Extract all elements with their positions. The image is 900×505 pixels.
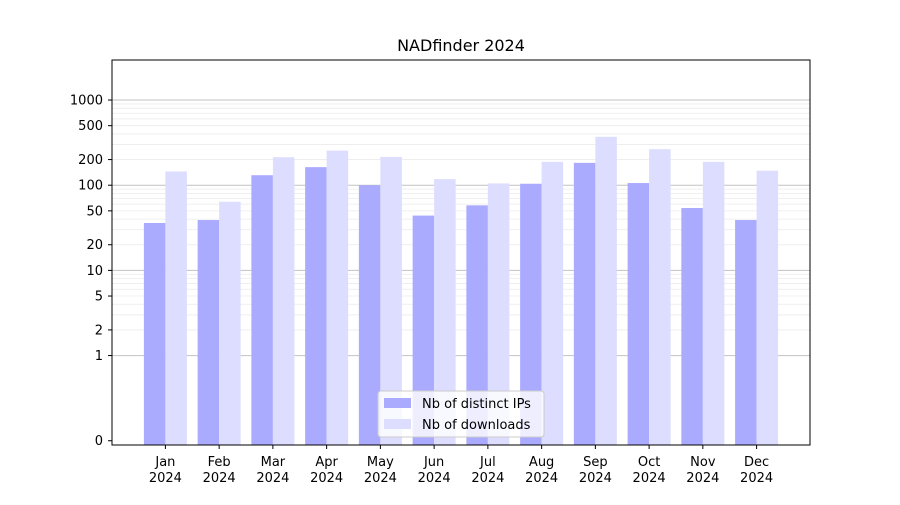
y-tick-label: 500 — [78, 119, 103, 134]
x-tick-label-month: Apr — [315, 455, 338, 470]
x-tick-label-month: Jan — [154, 455, 175, 470]
bar-distinct-ips-dec — [735, 220, 757, 445]
plot-frame — [111, 59, 811, 446]
x-tick-label-month: Aug — [529, 455, 554, 470]
legend-swatch — [384, 398, 411, 408]
x-tick-label-year: 2024 — [686, 471, 719, 486]
legend-label: Nb of distinct IPs — [422, 397, 531, 412]
chart-title: NADfinder 2024 — [397, 36, 525, 55]
bar-downloads-aug — [541, 161, 564, 446]
x-tick-label-month: Sep — [583, 455, 608, 470]
x-tick-label-year: 2024 — [310, 471, 343, 486]
legend-box — [377, 390, 545, 438]
x-tick-label-month: Mar — [261, 455, 286, 470]
y-tick-label: 2 — [95, 323, 103, 338]
x-tick-label-year: 2024 — [633, 471, 666, 486]
y-tick-label: 10 — [86, 264, 103, 279]
x-tick-label-year: 2024 — [740, 471, 773, 486]
x-tick-label-year: 2024 — [364, 471, 397, 486]
bar-downloads-nov — [702, 161, 725, 446]
x-tick-label-year: 2024 — [525, 471, 558, 486]
x-tick-label-month: Oct — [638, 455, 660, 470]
x-tick-label-year: 2024 — [579, 471, 612, 486]
x-tick-label-year: 2024 — [471, 471, 504, 486]
bar-downloads-may — [380, 156, 402, 445]
bar-distinct-ips-nov — [681, 208, 703, 445]
y-tick-label: 50 — [86, 204, 103, 219]
bar-distinct-ips-may — [358, 185, 381, 445]
x-tick-label-year: 2024 — [256, 471, 289, 486]
x-tick-label-month: Jul — [479, 455, 496, 470]
x-tick-label-month: Feb — [208, 455, 231, 470]
bar-distinct-ips-mar — [251, 175, 273, 445]
bar-downloads-feb — [219, 201, 241, 445]
x-tick-label-month: May — [367, 455, 394, 470]
x-tick-label-year: 2024 — [203, 471, 236, 486]
x-tick-label-month: Dec — [744, 455, 769, 470]
bar-downloads-apr — [326, 150, 349, 445]
legend-label: Nb of downloads — [422, 418, 531, 433]
bar-distinct-ips-apr — [305, 167, 327, 445]
x-tick-label-month: Jun — [423, 455, 444, 470]
legend-swatch — [384, 419, 411, 429]
x-tick-label-year: 2024 — [149, 471, 182, 486]
bar-distinct-ips-jan — [143, 223, 166, 445]
bar-downloads-oct — [649, 149, 671, 445]
bar-downloads-sep — [595, 136, 617, 445]
y-tick-label: 1000 — [70, 94, 103, 109]
bar-distinct-ips-jul — [466, 205, 488, 445]
y-tick-label: 1 — [95, 349, 103, 364]
y-tick-label: 0 — [95, 434, 103, 449]
y-tick-label: 200 — [78, 153, 103, 168]
legend: Nb of distinct IPs Nb of downloads — [377, 390, 545, 438]
bar-downloads-jan — [165, 171, 187, 445]
bar-distinct-ips-jun — [412, 215, 435, 445]
axes: Jan2024Feb2024Mar2024Apr2024May2024Jun20… — [70, 94, 773, 486]
bar-distinct-ips-aug — [520, 183, 542, 445]
bar-distinct-ips-sep — [573, 162, 596, 446]
y-tick-label: 20 — [86, 238, 103, 253]
bars — [143, 136, 779, 446]
x-tick-label-year: 2024 — [418, 471, 451, 486]
bar-downloads-dec — [756, 170, 779, 445]
bar-distinct-ips-oct — [627, 183, 650, 446]
bar-downloads-mar — [272, 157, 295, 446]
y-tick-label: 100 — [78, 179, 103, 194]
bar-downloads-jun — [434, 179, 456, 445]
y-tick-label: 5 — [95, 290, 103, 305]
bar-downloads-jul — [487, 183, 510, 445]
x-tick-label-month: Nov — [690, 455, 716, 470]
bar-distinct-ips-feb — [197, 220, 220, 445]
